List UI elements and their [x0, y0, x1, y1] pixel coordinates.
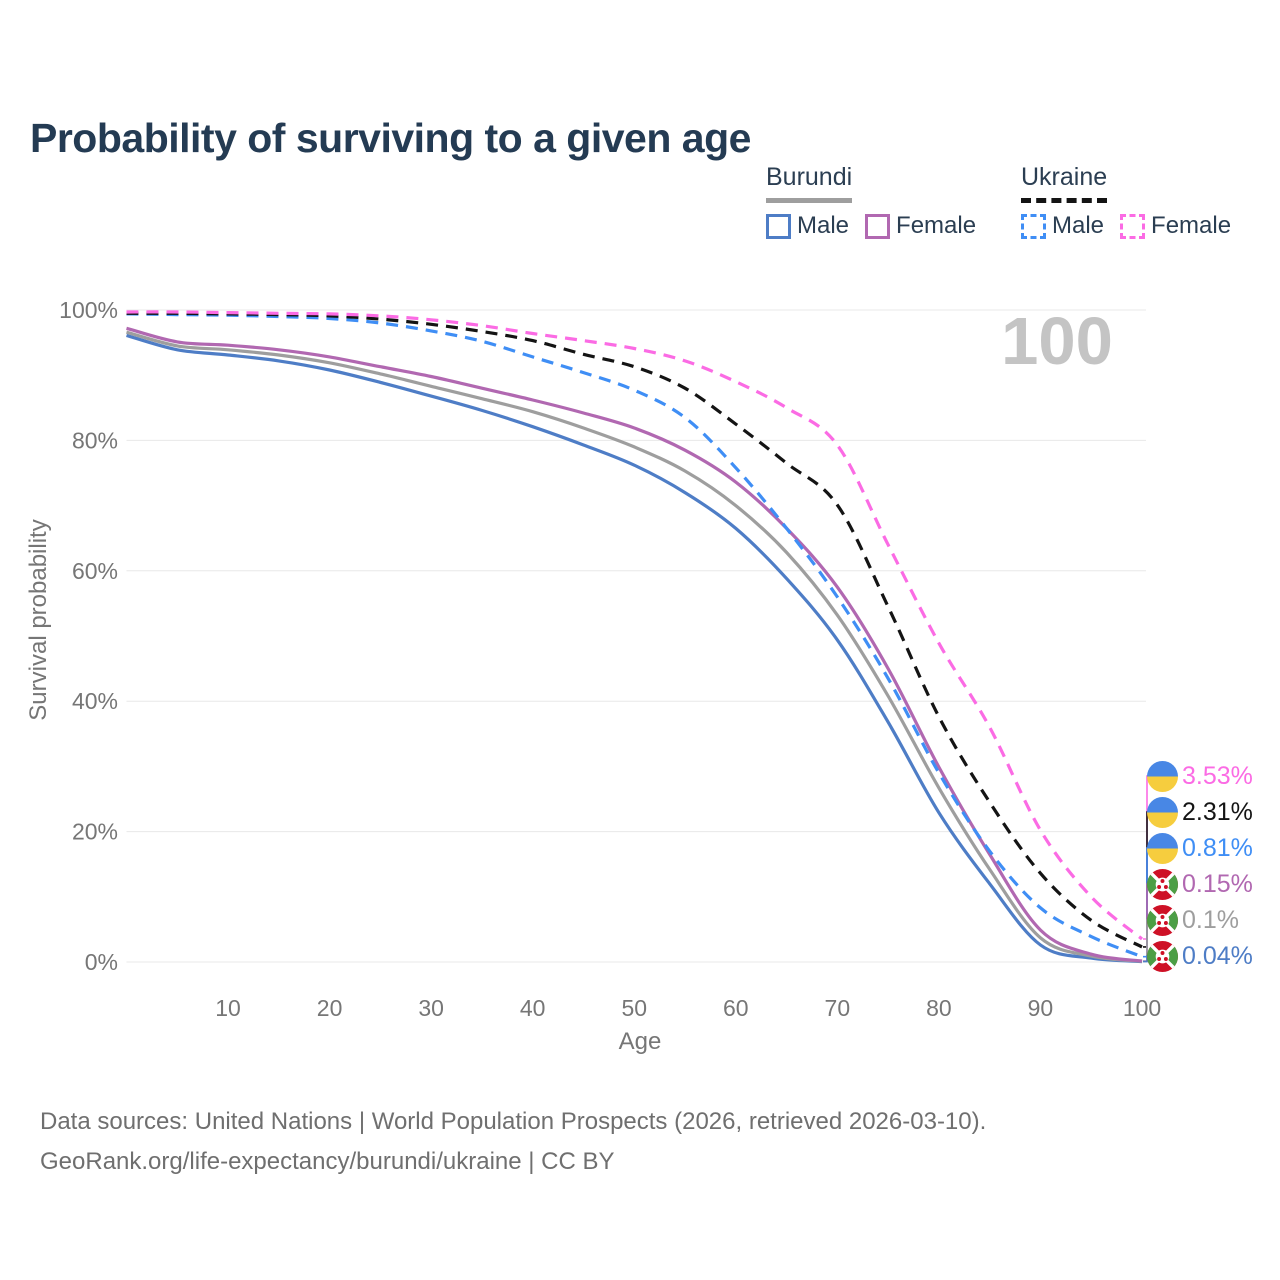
y-tick-label: 100% [59, 297, 118, 323]
legend-item-label: Female [896, 212, 977, 239]
y-axis-title: Survival probability [25, 519, 52, 720]
x-axis-title: Age [619, 1028, 662, 1055]
end-label-row-burundi-both: 0.1% [1147, 903, 1239, 937]
footer-data-sources: Data sources: United Nations | World Pop… [40, 1108, 987, 1135]
hover-age-watermark: 100 [1001, 304, 1113, 379]
legend-item-label: Male [1052, 212, 1105, 239]
burundi-male-swatch-icon [766, 213, 791, 239]
footer-attribution: GeoRank.org/life-expectancy/burundi/ukra… [40, 1148, 615, 1175]
burundi-flag-icon [1147, 868, 1178, 900]
gridlines [126, 309, 1146, 963]
curve-burundi-male[interactable] [126, 333, 1143, 964]
x-tick-label: 90 [1028, 995, 1054, 1021]
end-label-value: 0.1% [1182, 905, 1239, 934]
legend-item-ukraine-female[interactable]: Female [1120, 212, 1231, 240]
x-tick-label: 70 [825, 995, 851, 1021]
chart-title: Probability of surviving to a given age [30, 115, 751, 162]
x-tick-label: 30 [418, 995, 444, 1021]
ukraine-male-swatch-icon [1021, 213, 1046, 239]
x-tick-label: 50 [621, 995, 647, 1021]
curve-ukraine-male[interactable] [126, 312, 1143, 959]
end-label-row-ukraine-male: 0.81% [1147, 831, 1253, 865]
burundi-flag-icon [1147, 940, 1178, 972]
x-tick-label: 10 [215, 995, 241, 1021]
ukraine-female-swatch-icon [1120, 213, 1146, 239]
end-label-value: 0.15% [1182, 869, 1253, 898]
curves [126, 310, 1144, 964]
curve-burundi-both[interactable] [126, 330, 1143, 963]
x-tick-label: 60 [723, 995, 749, 1021]
burundi-flag-icon [1147, 904, 1178, 936]
end-label-row-burundi-male: 0.04% [1147, 939, 1253, 973]
y-tick-label: 20% [72, 819, 118, 845]
ukraine-flag-icon [1147, 832, 1178, 864]
end-label-row-burundi-female: 0.15% [1147, 867, 1253, 901]
end-label-value: 3.53% [1182, 761, 1253, 790]
legend-item-ukraine-male[interactable]: Male [1021, 212, 1104, 240]
curve-burundi-female[interactable] [126, 326, 1143, 963]
burundi-female-swatch-icon [865, 213, 891, 239]
x-tick-label: 80 [926, 995, 952, 1021]
y-tick-label: 40% [72, 688, 118, 714]
legend-country-burundi[interactable]: Burundi [766, 163, 853, 203]
legend-item-burundi-female[interactable]: Female [865, 212, 976, 240]
y-tick-label: 60% [72, 558, 118, 584]
x-tick-label: 100 [1123, 995, 1161, 1021]
legend-group-ukraine: Ukraine Male Female [1021, 163, 1231, 240]
end-label-value: 0.81% [1182, 833, 1253, 862]
legend-item-burundi-male[interactable]: Male [766, 212, 849, 240]
y-tick-label: 0% [85, 949, 118, 975]
legend-item-label: Female [1151, 212, 1232, 239]
ukraine-flag-icon [1147, 760, 1178, 792]
legend-group-burundi: Burundi Male Female [766, 163, 976, 240]
x-tick-label: 40 [520, 995, 546, 1021]
end-label-row-ukraine-both: 2.31% [1147, 795, 1253, 829]
curve-ukraine-female[interactable] [126, 310, 1144, 941]
end-label-row-ukraine-female: 3.53% [1147, 759, 1253, 793]
ukraine-flag-icon [1147, 796, 1178, 828]
legend-item-label: Male [797, 212, 850, 239]
end-label-value: 0.04% [1182, 941, 1253, 970]
y-tick-label: 80% [72, 427, 118, 453]
end-label-value: 2.31% [1182, 797, 1253, 826]
x-tick-label: 20 [317, 995, 343, 1021]
axis-ticks: 0% 20% 40% 60% 80% 100% 10 20 30 40 50 60 70 80 90 100 [59, 297, 1161, 1021]
legend-country-ukraine[interactable]: Ukraine [1021, 163, 1108, 203]
